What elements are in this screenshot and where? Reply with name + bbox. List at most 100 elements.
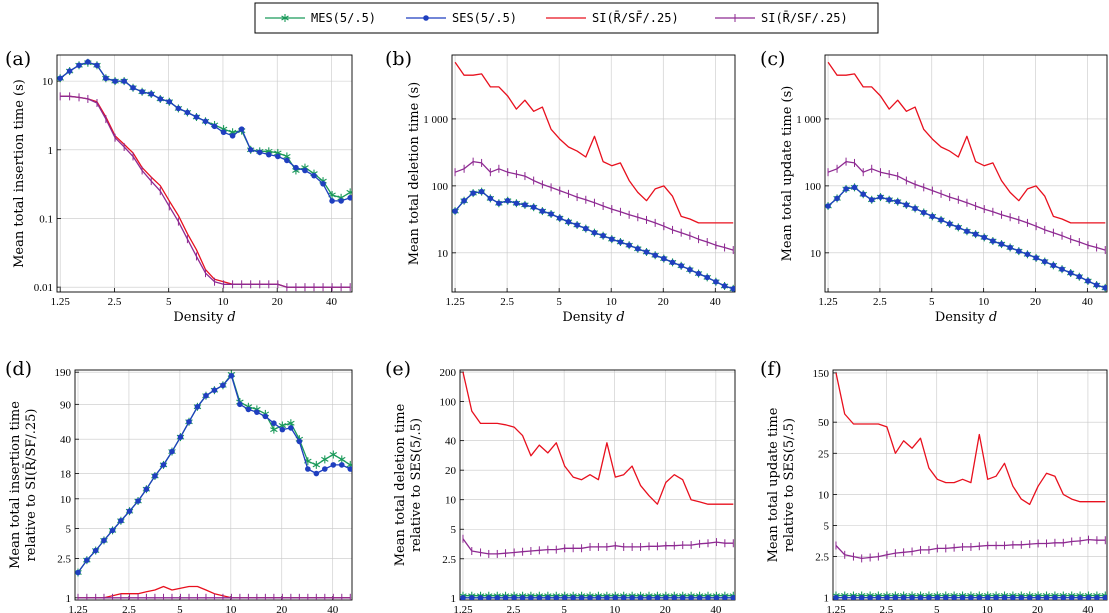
point-1-20 [1001, 594, 1008, 600]
point-1-5 [496, 200, 502, 207]
x-tick-label: 40 [1082, 604, 1094, 613]
point-1-8 [894, 198, 901, 205]
point-1-25 [671, 595, 678, 600]
point-1-12 [929, 213, 936, 220]
plot-frame [459, 369, 736, 601]
point-1-7 [519, 595, 526, 600]
point-1-30 [713, 278, 719, 285]
point-1-28 [1068, 594, 1075, 600]
x-axis-label: Density d [562, 310, 624, 325]
x-tick-label: 1.25 [826, 604, 846, 613]
point-1-20 [629, 595, 635, 600]
x-tick-label: 1.25 [818, 296, 838, 308]
point-1-4 [867, 594, 873, 600]
x-tick-label: 2.5 [108, 296, 122, 308]
point-1-16 [968, 594, 974, 600]
x-axis-label: Density d [935, 310, 997, 325]
panel-tag: (a) [5, 48, 31, 70]
point-1-30 [330, 462, 337, 468]
panel-2: (c) 1.25 2.5 5 10 20 40 10 100 1 000 Density d Mean… [760, 48, 1108, 325]
point-1-5 [868, 196, 875, 203]
point-1-15 [193, 114, 200, 120]
legend-label-si-rbar-sf: SI(R̄/SF/.25) [761, 11, 848, 25]
point-1-13 [186, 418, 192, 425]
point-1-18 [220, 129, 227, 136]
y-tick-label: 20 [445, 465, 457, 477]
y-tick-label: 0.01 [34, 282, 53, 294]
x-tick-label: 10 [978, 296, 990, 308]
point-1-14 [184, 109, 191, 116]
point-1-10 [545, 595, 551, 600]
series-layer [75, 370, 352, 600]
x-tick-label: 5 [561, 604, 567, 613]
point-1-16 [964, 228, 970, 235]
point-1-12 [934, 594, 941, 600]
point-1-15 [955, 224, 962, 231]
point-1-0 [57, 75, 63, 82]
point-1-31 [1094, 594, 1100, 600]
point-0-30 [329, 450, 338, 459]
y-tick-label: 1 [824, 593, 830, 605]
x-tick-label: 40 [710, 296, 722, 308]
point-1-32 [730, 595, 735, 600]
point-1-2 [850, 594, 857, 600]
point-1-2 [843, 186, 849, 192]
point-1-29 [320, 180, 326, 187]
point-1-7 [121, 78, 127, 84]
series-line-1 [77, 375, 351, 573]
y-tick-label: 40 [60, 434, 72, 446]
series-line-2 [454, 61, 734, 224]
y-axis-label-line-0: Mean total deletion time [393, 403, 408, 566]
point-1-16 [591, 229, 598, 236]
series-layer [825, 61, 1107, 292]
grid [833, 370, 1107, 600]
point-1-6 [504, 197, 511, 204]
point-1-4 [94, 62, 100, 69]
point-1-16 [202, 118, 209, 125]
point-1-29 [322, 466, 328, 472]
x-tick-label: 20 [276, 604, 288, 613]
point-1-28 [311, 172, 317, 179]
point-1-14 [574, 222, 580, 228]
point-1-25 [669, 259, 676, 266]
point-1-22 [1016, 248, 1022, 254]
point-1-17 [211, 123, 218, 130]
point-1-12 [556, 215, 563, 221]
series-line-1 [59, 61, 351, 202]
y-axis-label-line-0: Mean total update time [766, 407, 781, 562]
point-1-10 [148, 91, 155, 97]
point-1-0 [460, 595, 466, 600]
point-1-18 [609, 236, 615, 242]
y-tick-label: 5 [451, 524, 457, 536]
x-tick-label: 5 [177, 604, 183, 613]
point-1-31 [722, 595, 728, 600]
point-1-19 [990, 238, 996, 244]
plot-frame [56, 54, 353, 293]
point-1-9 [530, 204, 537, 211]
point-1-31 [338, 198, 344, 204]
panel-tag: (c) [760, 48, 785, 70]
point-1-3 [485, 595, 492, 600]
point-1-17 [972, 231, 979, 237]
point-1-19 [237, 401, 243, 408]
y-tick-label: 10 [42, 76, 54, 88]
point-1-2 [470, 190, 476, 196]
panel-tag: (e) [385, 358, 411, 380]
y-tick-label: 190 [55, 367, 72, 379]
point-1-18 [984, 594, 991, 600]
point-1-22 [262, 413, 269, 420]
y-tick-label: 2.5 [815, 552, 829, 564]
point-1-12 [166, 98, 173, 105]
point-1-32 [1102, 285, 1107, 291]
point-1-23 [1024, 251, 1031, 258]
point-1-31 [338, 462, 345, 468]
y-tick-label: 200 [440, 367, 457, 379]
point-1-29 [704, 274, 711, 281]
x-tick-label: 2.5 [879, 604, 893, 613]
point-1-3 [85, 59, 91, 65]
legend-marker-1 [423, 15, 429, 21]
legend-entry-si-rbar-sfbar: SI(R̄/SF̄/.25) [546, 11, 679, 25]
point-1-1 [461, 197, 467, 204]
point-1-13 [570, 595, 576, 600]
point-1-30 [1085, 594, 1092, 600]
